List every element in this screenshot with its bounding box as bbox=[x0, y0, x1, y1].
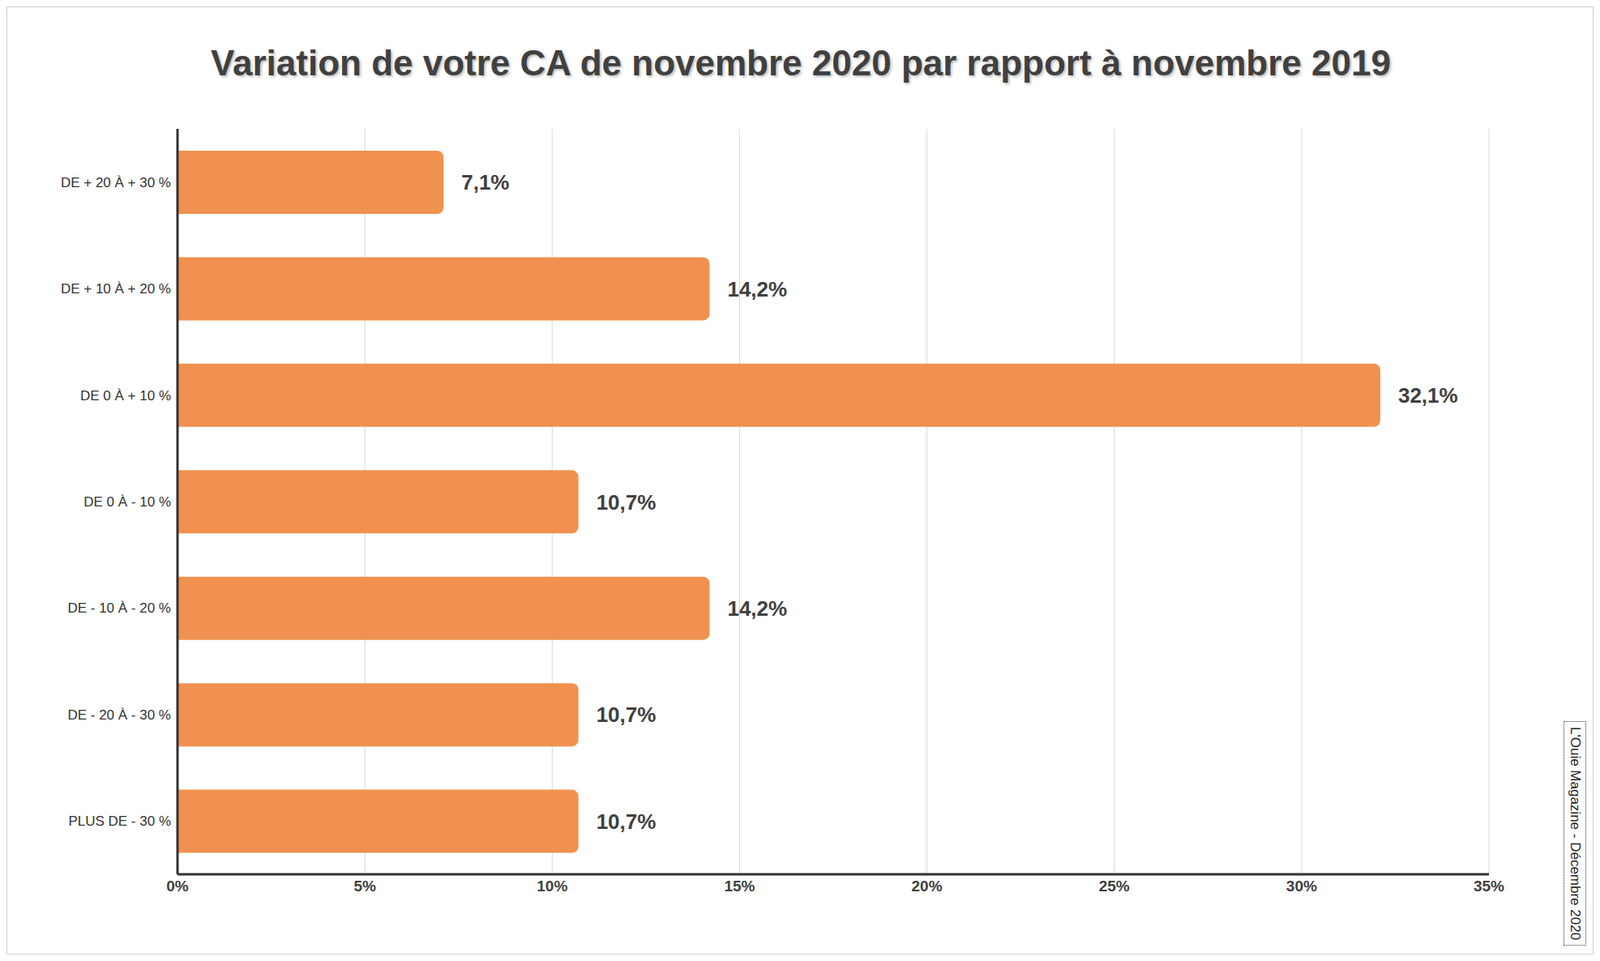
svg-text:15%: 15% bbox=[723, 877, 755, 895]
svg-text:DE 0 À - 10 %: DE 0 À - 10 % bbox=[83, 494, 172, 510]
svg-text:10,7%: 10,7% bbox=[596, 490, 657, 515]
svg-text:10%: 10% bbox=[536, 877, 568, 895]
html-text:L'Ouie Magazine - Décembre 202: L'Ouie Magazine - Décembre 2020 bbox=[1567, 726, 1583, 941]
svg-text:20%: 20% bbox=[911, 877, 943, 895]
svg-text:DE 0 À + 10 %: DE 0 À + 10 % bbox=[80, 388, 172, 404]
svg-text:32,1%: 32,1% bbox=[1398, 383, 1459, 408]
svg-text:DE + 10 À + 20 %: DE + 10 À + 20 % bbox=[60, 281, 172, 297]
svg-text:35%: 35% bbox=[1473, 877, 1505, 895]
svg-text:14,2%: 14,2% bbox=[727, 596, 788, 621]
svg-text:PLUS DE - 30 %: PLUS DE - 30 % bbox=[68, 813, 172, 830]
svg-text:25%: 25% bbox=[1099, 877, 1130, 895]
svg-text:10,7%: 10,7% bbox=[596, 702, 657, 728]
html-text:Variation de votre CA de novem: Variation de votre CA de novembre 2020 p… bbox=[210, 42, 1391, 83]
svg-text:DE + 20 À + 30 %: DE + 20 À + 30 % bbox=[60, 175, 172, 191]
svg-text:10,7%: 10,7% bbox=[596, 809, 657, 835]
svg-text:30%: 30% bbox=[1286, 877, 1318, 895]
svg-text:0%: 0% bbox=[166, 877, 189, 895]
svg-text:DE - 10 À - 20 %: DE - 10 À - 20 % bbox=[67, 600, 172, 617]
svg-text:7,1%: 7,1% bbox=[461, 170, 510, 195]
svg-text:5%: 5% bbox=[353, 877, 377, 895]
svg-text:14,2%: 14,2% bbox=[727, 277, 788, 302]
svg-text:DE - 20 À - 30 %: DE - 20 À - 30 % bbox=[67, 707, 172, 723]
